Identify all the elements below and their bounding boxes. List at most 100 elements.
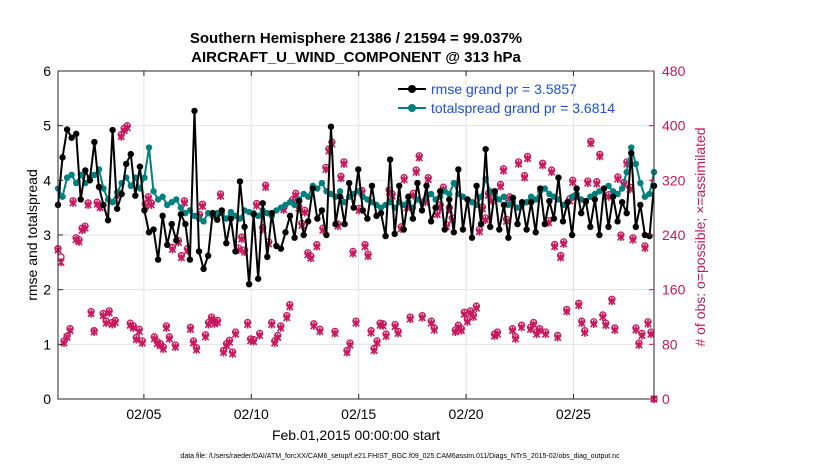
- totalspread-point: [305, 193, 312, 200]
- obs-assimilated-point: [590, 319, 598, 328]
- obs-assimilated-point: [638, 331, 646, 340]
- obs-assimilated-point: [559, 239, 568, 248]
- rmse-point: [546, 197, 553, 205]
- rmse-point: [259, 200, 266, 207]
- rmse-point: [132, 192, 139, 199]
- obs-assimilated-point: [556, 253, 565, 262]
- obs-assimilated-point: [301, 208, 309, 217]
- rmse-point: [537, 185, 544, 192]
- rmse-point: [291, 234, 298, 241]
- obs-assimilated-point: [361, 242, 369, 251]
- rmse-point: [323, 231, 330, 239]
- rmse-point: [245, 281, 253, 288]
- obs-assimilated-point: [162, 323, 171, 332]
- obs-assimilated-point: [520, 173, 529, 182]
- rmse-point: [113, 205, 121, 212]
- rmse-point: [104, 217, 112, 224]
- rmse-point: [436, 188, 444, 195]
- y-right-tick-label: 80: [662, 336, 678, 352]
- rmse-point: [423, 182, 430, 189]
- rmse-point: [568, 231, 576, 239]
- obs-assimilated-point: [75, 237, 83, 246]
- rmse-point: [487, 223, 494, 230]
- legend-spread-label: totalspread grand pr = 3.6814: [431, 100, 615, 116]
- obs-assimilated-point: [367, 328, 375, 337]
- rmse-point: [514, 220, 521, 228]
- y-axis-left-label: rmse and totalspread: [24, 169, 40, 301]
- totalspread-point: [318, 179, 326, 187]
- obs-assimilated-point: [581, 328, 589, 337]
- totalspread-point: [427, 190, 435, 198]
- totalspread-point: [173, 196, 180, 203]
- obs-assimilated-point: [469, 313, 478, 321]
- obs-assimilated-point: [105, 308, 113, 317]
- rmse-point: [295, 197, 303, 205]
- obs-assimilated-point: [587, 139, 595, 148]
- totalspread-point: [291, 201, 298, 209]
- rmse-point: [377, 209, 385, 217]
- rmse-point: [345, 179, 353, 187]
- rmse-point: [559, 218, 567, 225]
- obs-assimilated-point: [189, 338, 198, 347]
- obs-assimilated-point: [373, 338, 381, 347]
- rmse-point: [336, 193, 344, 200]
- rmse-point: [254, 275, 262, 282]
- totalspread-point: [446, 190, 453, 198]
- totalspread-point: [541, 185, 549, 192]
- obs-assimilated-point: [617, 233, 625, 242]
- rmse-point: [123, 160, 130, 168]
- y-right-tick-label: 480: [662, 63, 686, 79]
- obs-assimilated-point: [57, 258, 65, 267]
- rmse-point: [82, 167, 89, 174]
- obs-assimilated-point: [400, 175, 408, 184]
- obs-assimilated-point: [231, 330, 240, 339]
- rmse-point: [587, 223, 594, 230]
- rmse-point: [637, 201, 644, 209]
- rmse-point: [250, 211, 257, 218]
- obs-assimilated-point: [541, 330, 550, 339]
- obs-assimilated-point: [198, 202, 207, 211]
- rmse-line: [57, 109, 655, 286]
- rmse-point: [177, 211, 185, 218]
- totalspread-point: [623, 168, 630, 176]
- totalspread-point: [72, 179, 80, 187]
- obs-assimilated-point: [84, 200, 92, 209]
- obs-assimilated-point: [364, 252, 372, 261]
- y-left-tick-label: 4: [43, 172, 51, 188]
- totalspread-point: [150, 188, 157, 195]
- rmse-point: [359, 207, 367, 214]
- x-tick-label: 02/20: [449, 406, 484, 422]
- y-right-tick-label: 400: [662, 118, 686, 134]
- totalspread-point: [223, 215, 230, 222]
- rmse-point: [541, 220, 549, 228]
- rmse-point: [509, 194, 517, 202]
- rmse-point: [204, 252, 212, 259]
- obs-assimilated-point: [337, 174, 345, 183]
- rmse-point: [441, 226, 448, 233]
- rmse-point: [314, 215, 321, 222]
- rmse-point: [127, 150, 134, 158]
- rmse-point: [396, 182, 403, 189]
- obs-assimilated-point: [132, 335, 141, 344]
- y-left-tick-label: 0: [43, 391, 51, 407]
- x-tick-label: 02/25: [556, 406, 591, 422]
- rmse-point: [268, 209, 276, 217]
- rmse-point: [236, 178, 244, 185]
- obs-assimilated-point: [213, 318, 222, 327]
- rmse-point: [300, 231, 307, 239]
- obs-assimilated-point: [596, 152, 604, 161]
- obs-assimilated-point: [307, 254, 315, 263]
- rmse-point: [63, 126, 71, 133]
- totalspread-point: [628, 144, 635, 151]
- obs-assimilated-point: [69, 198, 77, 207]
- totalspread-point: [91, 171, 98, 179]
- obs-assimilated-point: [343, 348, 351, 357]
- rmse-point: [573, 185, 580, 192]
- obs-assimilated-point: [514, 159, 523, 168]
- y-left-tick-label: 2: [43, 282, 51, 298]
- rmse-point: [150, 226, 157, 233]
- rmse-point: [414, 179, 421, 187]
- obs-assimilated-point: [129, 323, 138, 332]
- rmse-point: [68, 134, 75, 141]
- rmse-point: [209, 209, 216, 217]
